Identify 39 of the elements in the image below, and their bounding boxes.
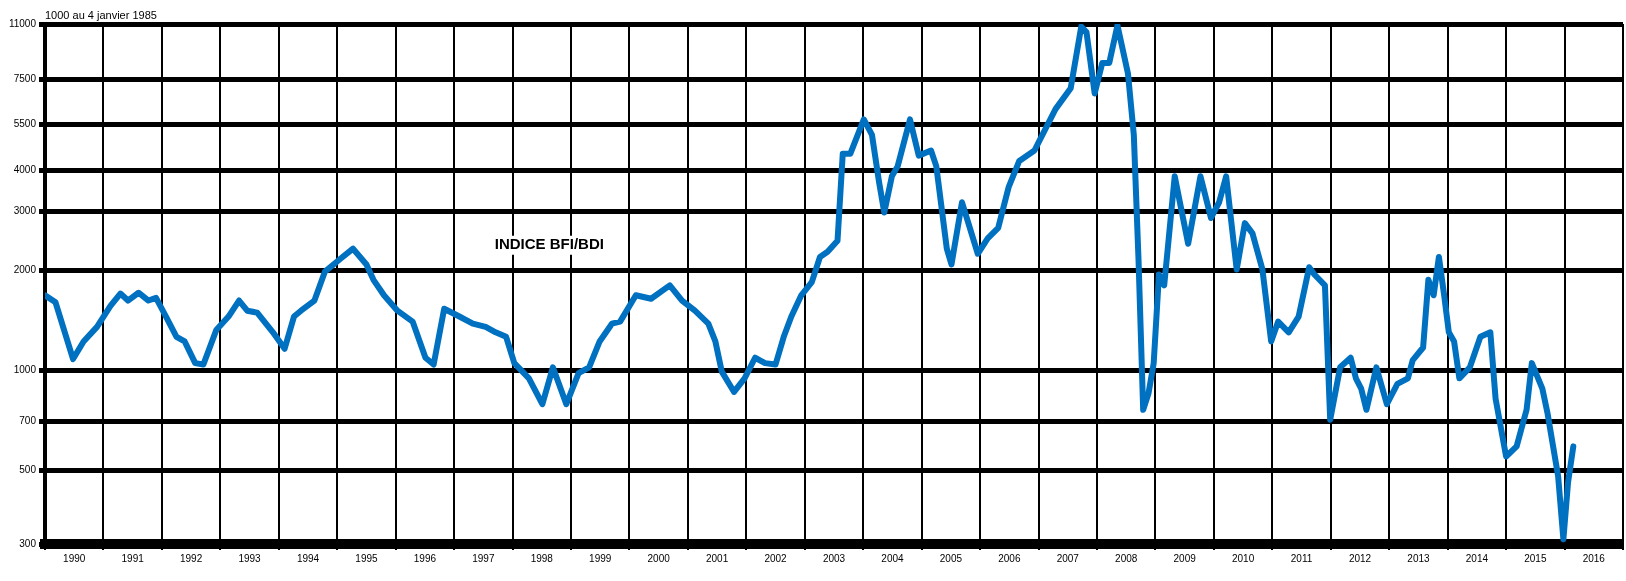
x-tick-label: 2014 <box>1465 552 1489 564</box>
y-tick-label: 4000 <box>13 163 37 175</box>
x-tick-label: 1999 <box>589 552 612 564</box>
y-tick-label: 700 <box>19 415 37 427</box>
x-tick-label: 2005 <box>939 552 963 564</box>
y-tick-label: 5500 <box>13 117 37 129</box>
y-tick-label: 300 <box>19 537 37 549</box>
x-tick-label: 1995 <box>355 552 378 564</box>
y-tick-label: 2000 <box>13 263 37 275</box>
x-tick-label: 2011 <box>1290 552 1313 564</box>
x-tick-label: 2008 <box>1115 552 1138 564</box>
y-tick-label: 500 <box>19 464 37 475</box>
x-tick-label: 2003 <box>822 552 846 564</box>
x-tick-label: 1991 <box>121 552 145 564</box>
x-tick-label: 1993 <box>238 552 262 564</box>
text: 1000 au 4 janvier 1985 <box>45 8 157 21</box>
x-tick-label: 2002 <box>764 552 788 564</box>
x-tick-label: 2016 <box>1582 552 1606 564</box>
y-tick-label: 1000 <box>13 363 37 375</box>
y-tick-label: 11000 <box>8 17 37 29</box>
x-tick-label: 1994 <box>296 552 320 564</box>
x-tick-label: 1997 <box>472 552 495 564</box>
x-tick-label: 2015 <box>1524 552 1547 564</box>
x-tick-label: 1996 <box>413 552 437 564</box>
x-tick-label: 1990 <box>63 552 86 564</box>
y-tick-label: 3000 <box>13 205 37 217</box>
x-tick-label: 2004 <box>881 552 904 564</box>
x-tick-label: 2001 <box>705 552 729 564</box>
x-tick-label: 2000 <box>647 552 671 564</box>
x-tick-label: 2009 <box>1173 552 1197 564</box>
x-tick-label: 2013 <box>1407 552 1430 564</box>
x-tick-label: 1998 <box>530 552 554 564</box>
x-tick-label: 2007 <box>1056 552 1080 564</box>
x-tick-label: 2012 <box>1348 552 1372 564</box>
x-tick-label: 2006 <box>998 552 1021 564</box>
x-tick-label: 2010 <box>1231 552 1255 564</box>
x-tick-label: 1992 <box>179 552 203 564</box>
text: INDICE BFI/BDI <box>494 235 604 253</box>
y-tick-label: 7500 <box>13 73 37 85</box>
